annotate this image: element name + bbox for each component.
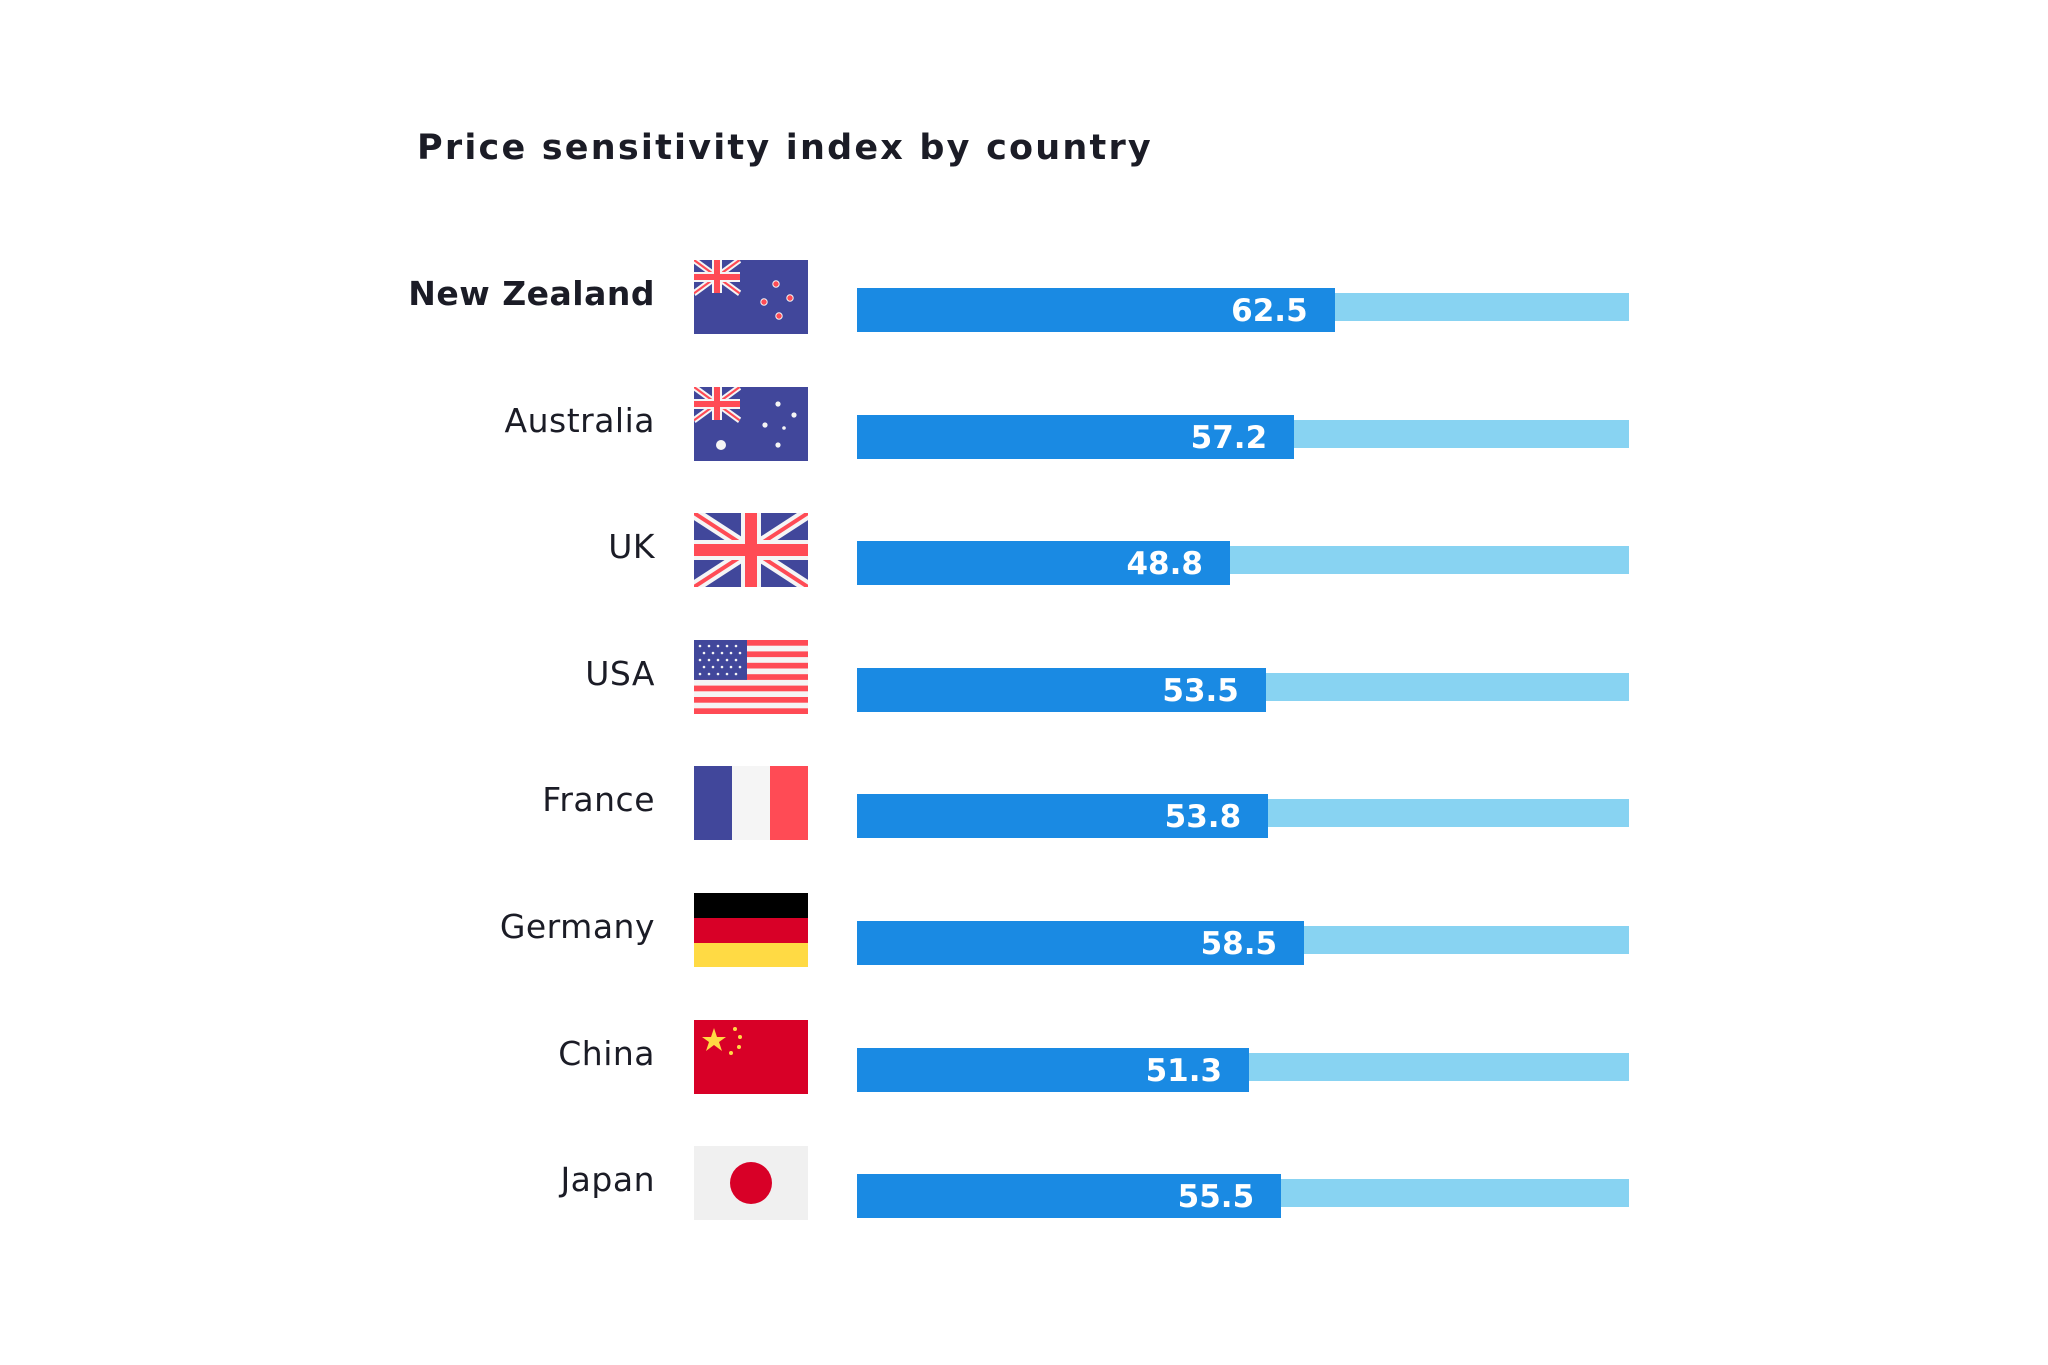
uk-flag-icon: [694, 513, 808, 588]
bar-row: Germany 58.5: [0, 893, 2048, 967]
data-label: 53.5: [1162, 672, 1239, 709]
usa-flag-icon: [694, 639, 808, 714]
japan-flag-icon: [694, 1146, 808, 1221]
bar-row: USA 53.5: [0, 639, 2048, 714]
category-label: New Zealand: [408, 274, 655, 313]
bar: 58.5: [857, 921, 1305, 965]
data-label: 57.2: [1190, 419, 1268, 456]
category-label: Japan: [560, 1160, 655, 1200]
data-label: 48.8: [1126, 546, 1203, 583]
data-label: 62.5: [1231, 293, 1308, 329]
bar: 55.5: [857, 1174, 1282, 1219]
bar-row: UK 48.8: [0, 513, 2048, 588]
category-label: Germany: [499, 907, 655, 946]
category-label: USA: [585, 653, 655, 693]
bar: 62.5: [857, 288, 1335, 332]
bar: 51.3: [857, 1047, 1250, 1092]
chart-title: Price sensitivity index by country: [417, 128, 1153, 168]
data-label: 51.3: [1145, 1052, 1223, 1089]
france-flag-icon: [694, 766, 808, 841]
bar: 53.5: [857, 667, 1266, 712]
bar-row: France 53.8: [0, 766, 2048, 841]
data-label: 58.5: [1200, 926, 1278, 962]
bar-row: China 51.3: [0, 1019, 2048, 1094]
bar: 57.2: [857, 414, 1295, 459]
bar-row: Japan 55.5: [0, 1146, 2048, 1221]
china-flag-icon: [694, 1019, 808, 1094]
bar: 53.8: [857, 794, 1269, 839]
australia-flag-icon: [694, 386, 808, 461]
bar: 48.8: [857, 541, 1230, 586]
data-label: 53.8: [1164, 799, 1242, 836]
category-label: Australia: [504, 400, 655, 440]
bar-row: Australia 57.2: [0, 386, 2048, 461]
category-label: France: [542, 780, 655, 820]
bar-row: New Zealand 62.5: [0, 260, 2048, 334]
category-label: China: [558, 1033, 655, 1073]
new-zealand-flag-icon: [694, 260, 808, 334]
category-label: UK: [608, 527, 655, 567]
data-label: 55.5: [1177, 1179, 1255, 1216]
germany-flag-icon: [694, 893, 808, 967]
